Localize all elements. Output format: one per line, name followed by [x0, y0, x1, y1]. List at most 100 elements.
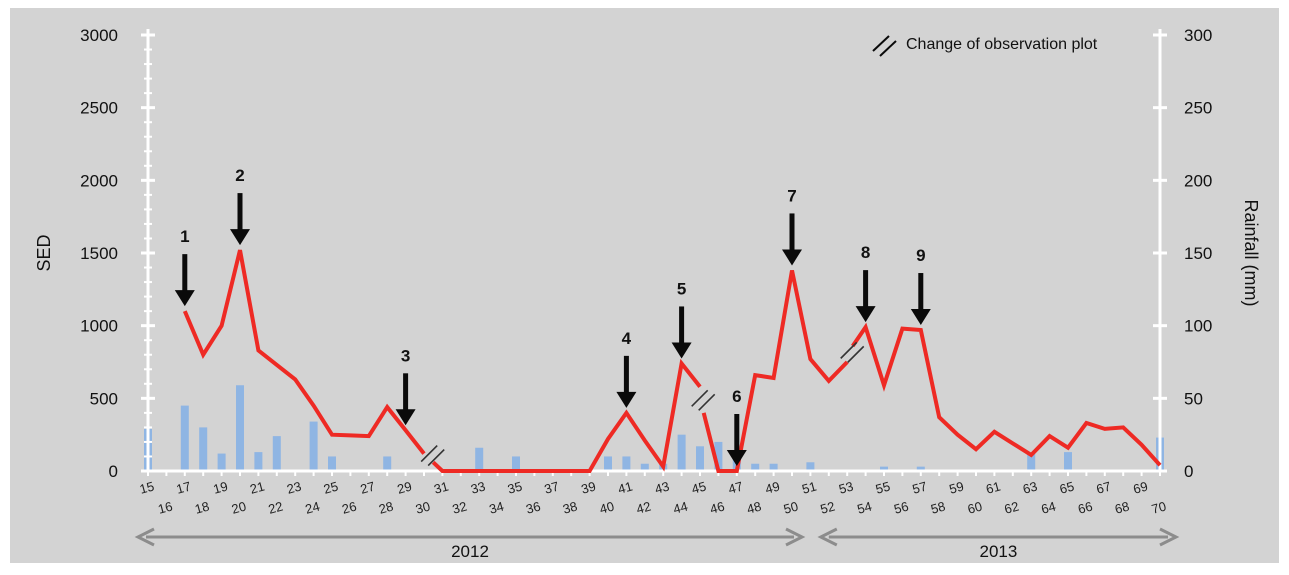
rainfall-bar: [236, 385, 244, 471]
rainfall-bar: [512, 456, 520, 471]
rainfall-bar: [880, 466, 888, 471]
break-mark-stroke: [691, 389, 709, 407]
rainfall-bar: [696, 446, 704, 471]
y-axis-label: SED: [34, 234, 54, 271]
y2-tick-label: 150: [1184, 244, 1212, 263]
x-tick-label: 35: [506, 479, 524, 497]
x-tick-label: 33: [469, 479, 487, 497]
event-arrow-head: [616, 391, 637, 408]
event-arrow-head: [230, 229, 250, 246]
rainfall-bar: [640, 463, 649, 471]
x-tick-label: 47: [727, 479, 745, 497]
y2-axis-label: Rainfall (mm): [1241, 199, 1261, 306]
rainfall-bar: [272, 436, 281, 471]
x-tick-label: 32: [451, 499, 469, 517]
y2-tick-label: 200: [1184, 171, 1212, 190]
x-tick-label: 39: [580, 479, 598, 497]
x-tick-label: 23: [285, 479, 303, 497]
x-tick-label: 62: [1003, 499, 1021, 517]
x-tick-label: 19: [212, 479, 230, 497]
y-tick-label: 0: [109, 462, 118, 481]
legend-break-mark-b: [879, 40, 897, 57]
x-tick-label: 68: [1113, 499, 1131, 517]
rainfall-bar: [309, 421, 318, 471]
sed-line-segment: [701, 269, 849, 473]
y-tick-label: 3000: [80, 26, 118, 45]
event-number: 8: [861, 243, 870, 262]
x-tick-label: 37: [543, 479, 561, 497]
event-number: 6: [732, 387, 741, 406]
y-tick-label: 1500: [80, 244, 118, 263]
x-tick-label: 15: [138, 479, 156, 497]
x-tick-label: 60: [966, 499, 984, 517]
break-mark-stroke: [420, 444, 438, 463]
break-mark-stroke: [847, 345, 865, 363]
rainfall-bar: [677, 434, 686, 471]
rainfall-bar: [714, 441, 723, 471]
x-tick-label: 70: [1150, 499, 1168, 517]
x-tick-label: 40: [598, 499, 616, 517]
x-tick-label: 17: [175, 479, 193, 497]
rainfall-bar: [199, 427, 208, 471]
legend-label: Change of observation plot: [906, 36, 1098, 53]
y-tick-label: 1000: [80, 317, 118, 336]
rainfall-bar: [806, 462, 815, 471]
x-tick-label: 66: [1076, 499, 1094, 517]
y-tick-label: 2000: [80, 171, 118, 190]
event-number: 7: [787, 186, 796, 205]
rainfall-bar: [751, 463, 760, 471]
x-tick-label: 48: [745, 499, 763, 517]
year-range-label: 2013: [979, 542, 1017, 561]
x-tick-label: 28: [377, 499, 395, 517]
x-tick-label: 24: [304, 499, 322, 517]
y2-tick-label: 0: [1184, 462, 1193, 481]
y2-tick-label: 300: [1184, 26, 1212, 45]
x-tick-label: 27: [359, 479, 377, 497]
legend-break-mark-a: [872, 35, 890, 52]
rainfall-bar: [475, 447, 484, 471]
x-tick-label: 26: [340, 499, 358, 517]
rainfall-bar: [604, 456, 612, 471]
break-mark-stroke: [427, 448, 445, 467]
year-range-arrowhead-left: [817, 527, 838, 547]
x-tick-label: 64: [1040, 499, 1058, 517]
rainfall-bar: [1027, 453, 1036, 471]
event-number: 1: [180, 227, 189, 246]
rainfall-bar: [180, 405, 189, 471]
break-mark-stroke: [698, 393, 716, 411]
event-arrow-head: [855, 306, 876, 323]
x-tick-label: 55: [874, 479, 892, 497]
year-range-arrowhead-right: [1159, 527, 1180, 547]
rainfall-bar: [916, 466, 925, 471]
x-tick-label: 16: [156, 499, 174, 517]
sed-line-segment: [851, 322, 1162, 467]
x-tick-label: 44: [672, 499, 690, 517]
x-tick-label: 63: [1021, 479, 1039, 497]
x-tick-label: 51: [800, 479, 818, 497]
x-tick-label: 22: [267, 499, 285, 517]
event-arrow-head: [174, 290, 195, 307]
x-tick-label: 59: [948, 479, 966, 497]
x-tick-label: 38: [561, 499, 579, 517]
event-number: 4: [622, 329, 632, 348]
rainfall-bar: [622, 456, 631, 471]
x-tick-label: 43: [653, 479, 671, 497]
x-tick-label: 58: [929, 499, 947, 517]
y2-tick-label: 250: [1184, 99, 1212, 118]
y-tick-label: 2500: [80, 99, 118, 118]
axes: 0500100015002000250030000501001502002503…: [80, 26, 1212, 517]
event-number: 2: [235, 166, 244, 185]
year-range-label: 2012: [451, 542, 489, 561]
x-tick-label: 53: [837, 479, 855, 497]
event-arrow-head: [782, 249, 802, 266]
sed-line-segment: [431, 358, 702, 473]
y2-tick-label: 100: [1184, 317, 1212, 336]
sed-line-segment: [182, 249, 426, 455]
legend: Change of observation plot: [872, 35, 1098, 57]
x-tick-label: 21: [248, 479, 266, 497]
rainfall-bar: [1064, 452, 1072, 471]
x-tick-label: 67: [1095, 479, 1113, 497]
sed-line: [182, 249, 1162, 473]
x-tick-label: 54: [856, 499, 874, 517]
